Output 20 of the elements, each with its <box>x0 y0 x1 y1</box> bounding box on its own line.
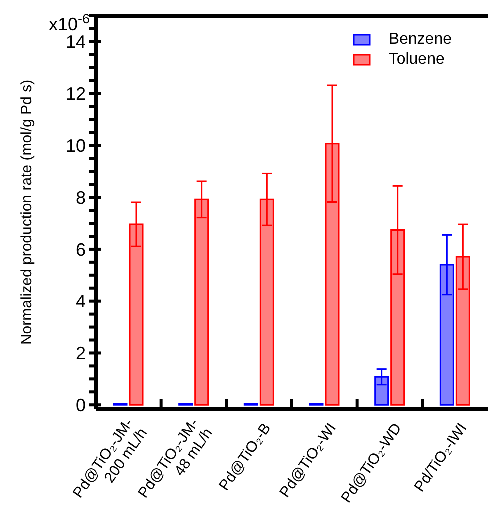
bar <box>129 224 144 406</box>
y-tick-label: 6 <box>76 240 86 260</box>
bar <box>390 230 406 406</box>
legend-label: Benzene <box>388 31 452 49</box>
y-tick-label: 0 <box>76 395 86 416</box>
y-tick-label: 10 <box>66 136 86 156</box>
text: x10$^{-6}$ <box>48 10 90 34</box>
bar <box>456 256 470 406</box>
bar <box>260 198 274 406</box>
y-tick-label: 4 <box>76 292 86 312</box>
y-tick-label: 12 <box>66 84 86 104</box>
bar <box>325 143 340 406</box>
y-axis-title: Normalized production rate (mol/g Pd s) <box>18 80 36 346</box>
bar <box>374 376 390 406</box>
y-tick-label: 8 <box>76 188 86 208</box>
bar <box>194 198 210 406</box>
legend-label: Toluene <box>388 51 445 69</box>
y-tick-label: 2 <box>76 344 86 364</box>
y-tick-label: 14 <box>66 32 86 52</box>
bar <box>440 264 454 406</box>
